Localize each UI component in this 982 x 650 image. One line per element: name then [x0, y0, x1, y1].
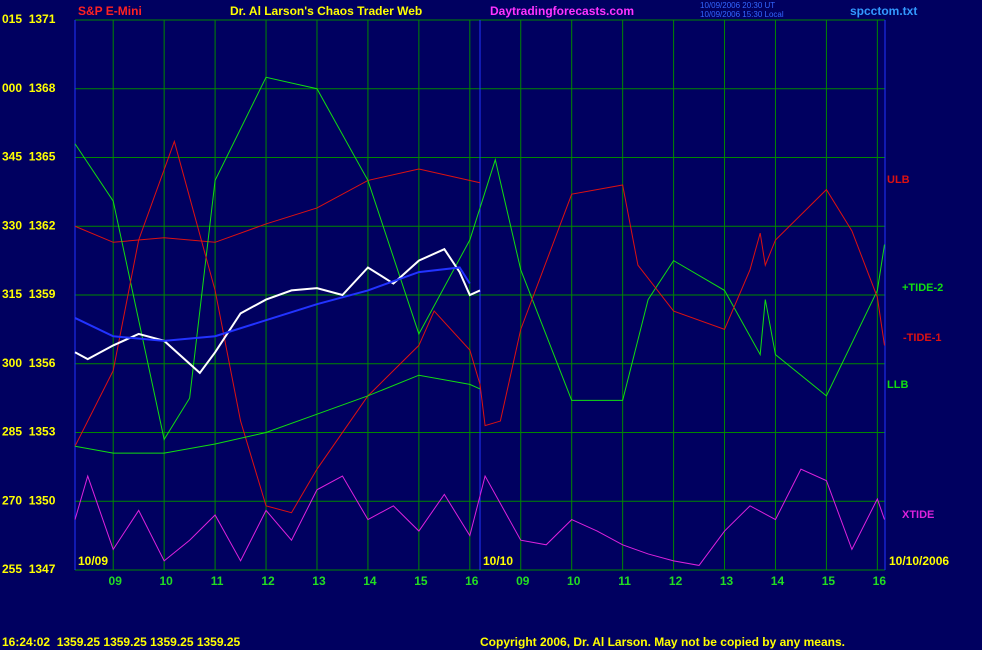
x-tick-label: 11 — [211, 574, 224, 588]
x-tick-label: 16 — [465, 574, 479, 588]
legend-label: ULB — [887, 174, 910, 186]
site: Daytradingforecasts.com — [490, 4, 634, 18]
y-tick-label: 270 1350 — [2, 493, 56, 507]
y-tick-label: 000 1368 — [2, 81, 56, 95]
series-line — [74, 468, 885, 566]
series-line — [74, 76, 885, 441]
date-label: 10/10/2006 — [889, 554, 949, 568]
x-tick-label: 11 — [618, 574, 631, 588]
y-tick-label: 315 1359 — [2, 287, 56, 301]
timestamp: 10/09/2006 15:30 Local — [700, 10, 784, 19]
x-tick-label: 13 — [312, 574, 326, 588]
x-tick-label: 14 — [363, 574, 377, 588]
legend-label: +TIDE-2 — [902, 282, 943, 294]
x-tick-label: 12 — [669, 574, 683, 588]
x-tick-label: 14 — [771, 574, 785, 588]
series-line — [74, 168, 481, 243]
chart-title: Dr. Al Larson's Chaos Trader Web — [230, 4, 422, 18]
legend-label: -TIDE-1 — [903, 332, 942, 344]
x-tick-label: 13 — [720, 574, 734, 588]
x-tick-label: 10 — [159, 574, 173, 588]
y-tick-label: 285 1353 — [2, 425, 56, 439]
series-line — [74, 374, 481, 454]
y-tick-label: 255 1347 — [2, 562, 56, 576]
x-tick-label: 12 — [261, 574, 275, 588]
date-label: 10/10 — [483, 554, 513, 568]
x-tick-label: 15 — [414, 574, 428, 588]
y-tick-label: 345 1365 — [2, 150, 56, 164]
series-line — [74, 266, 471, 342]
file-name: spcctom.txt — [850, 4, 917, 18]
legend-label: XTIDE — [902, 509, 934, 521]
y-tick-label: 015 1371 — [2, 12, 56, 26]
date-label: 10/09 — [78, 554, 108, 568]
x-tick-label: 16 — [873, 574, 887, 588]
y-tick-label: 300 1356 — [2, 356, 56, 370]
legend-label: LLB — [887, 379, 908, 391]
x-tick-label: 10 — [567, 574, 581, 588]
copyright: Copyright 2006, Dr. Al Larson. May not b… — [480, 635, 845, 649]
chart-subtitle: S&P E-Mini — [78, 4, 142, 18]
timestamp: 10/09/2006 20:30 UT — [700, 1, 775, 10]
x-tick-label: 09 — [516, 574, 530, 588]
x-tick-label: 15 — [822, 574, 836, 588]
series-line — [74, 247, 481, 375]
y-tick-label: 330 1362 — [2, 218, 56, 232]
status-line: 16:24:02 1359.25 1359.25 1359.25 1359.25 — [2, 635, 241, 649]
series-line — [74, 139, 885, 514]
x-tick-label: 09 — [109, 574, 123, 588]
